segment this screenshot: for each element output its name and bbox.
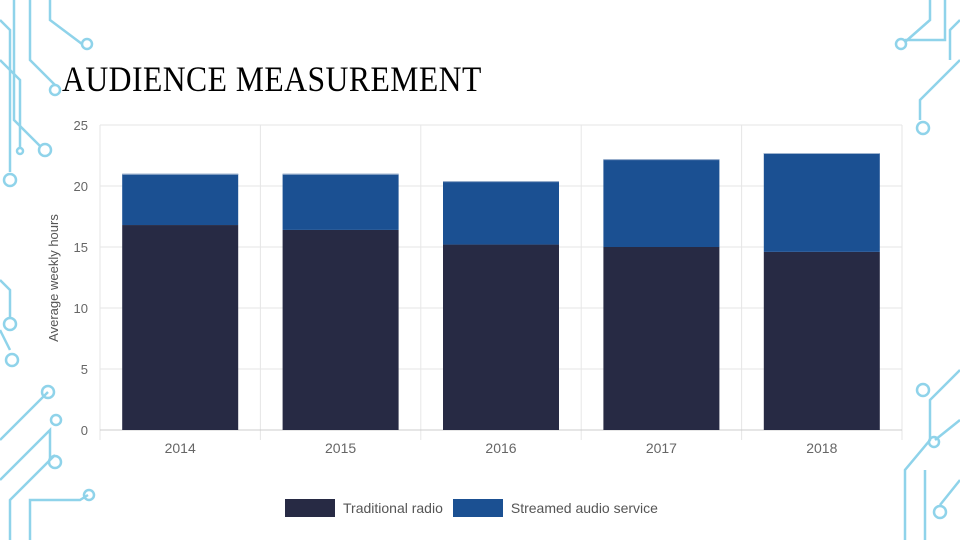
bar-traditional-radio <box>603 247 720 430</box>
legend-label-traditional: Traditional radio <box>343 500 443 516</box>
x-tick-label: 2014 <box>165 440 196 456</box>
y-tick-label: 25 <box>74 118 88 133</box>
x-tick-label: 2016 <box>485 440 516 456</box>
bar-traditional-radio <box>443 244 559 430</box>
bar-streamed-audio <box>443 181 559 245</box>
bar-traditional-radio <box>122 225 239 430</box>
legend-label-streamed: Streamed audio service <box>510 500 658 516</box>
bar-streamed-audio <box>603 159 720 247</box>
bar-streamed-audio <box>763 153 880 252</box>
y-tick-label: 10 <box>74 301 88 316</box>
legend-swatch-traditional <box>285 499 335 517</box>
y-tick-label: 0 <box>81 423 88 438</box>
x-tick-label: 2018 <box>806 440 837 456</box>
legend-item-streamed: Streamed audio service <box>452 499 658 517</box>
y-tick-label: 20 <box>74 179 88 194</box>
legend-item-traditional: Traditional radio <box>285 499 443 517</box>
y-tick-label: 15 <box>74 240 88 255</box>
x-tick-label: 2015 <box>325 440 356 456</box>
chart-legend: Traditional radio Streamed audio service <box>285 499 668 517</box>
slide-title: AUDIENCE MEASUREMENT <box>62 59 482 99</box>
bar-streamed-audio <box>122 173 239 226</box>
bar-streamed-audio <box>282 173 399 230</box>
bar-traditional-radio <box>763 251 880 430</box>
y-axis-label: Average weekly hours <box>46 214 61 342</box>
legend-swatch-streamed <box>452 499 503 517</box>
y-tick-label: 5 <box>81 362 88 377</box>
bar-traditional-radio <box>282 229 399 430</box>
x-tick-label: 2017 <box>646 440 677 456</box>
